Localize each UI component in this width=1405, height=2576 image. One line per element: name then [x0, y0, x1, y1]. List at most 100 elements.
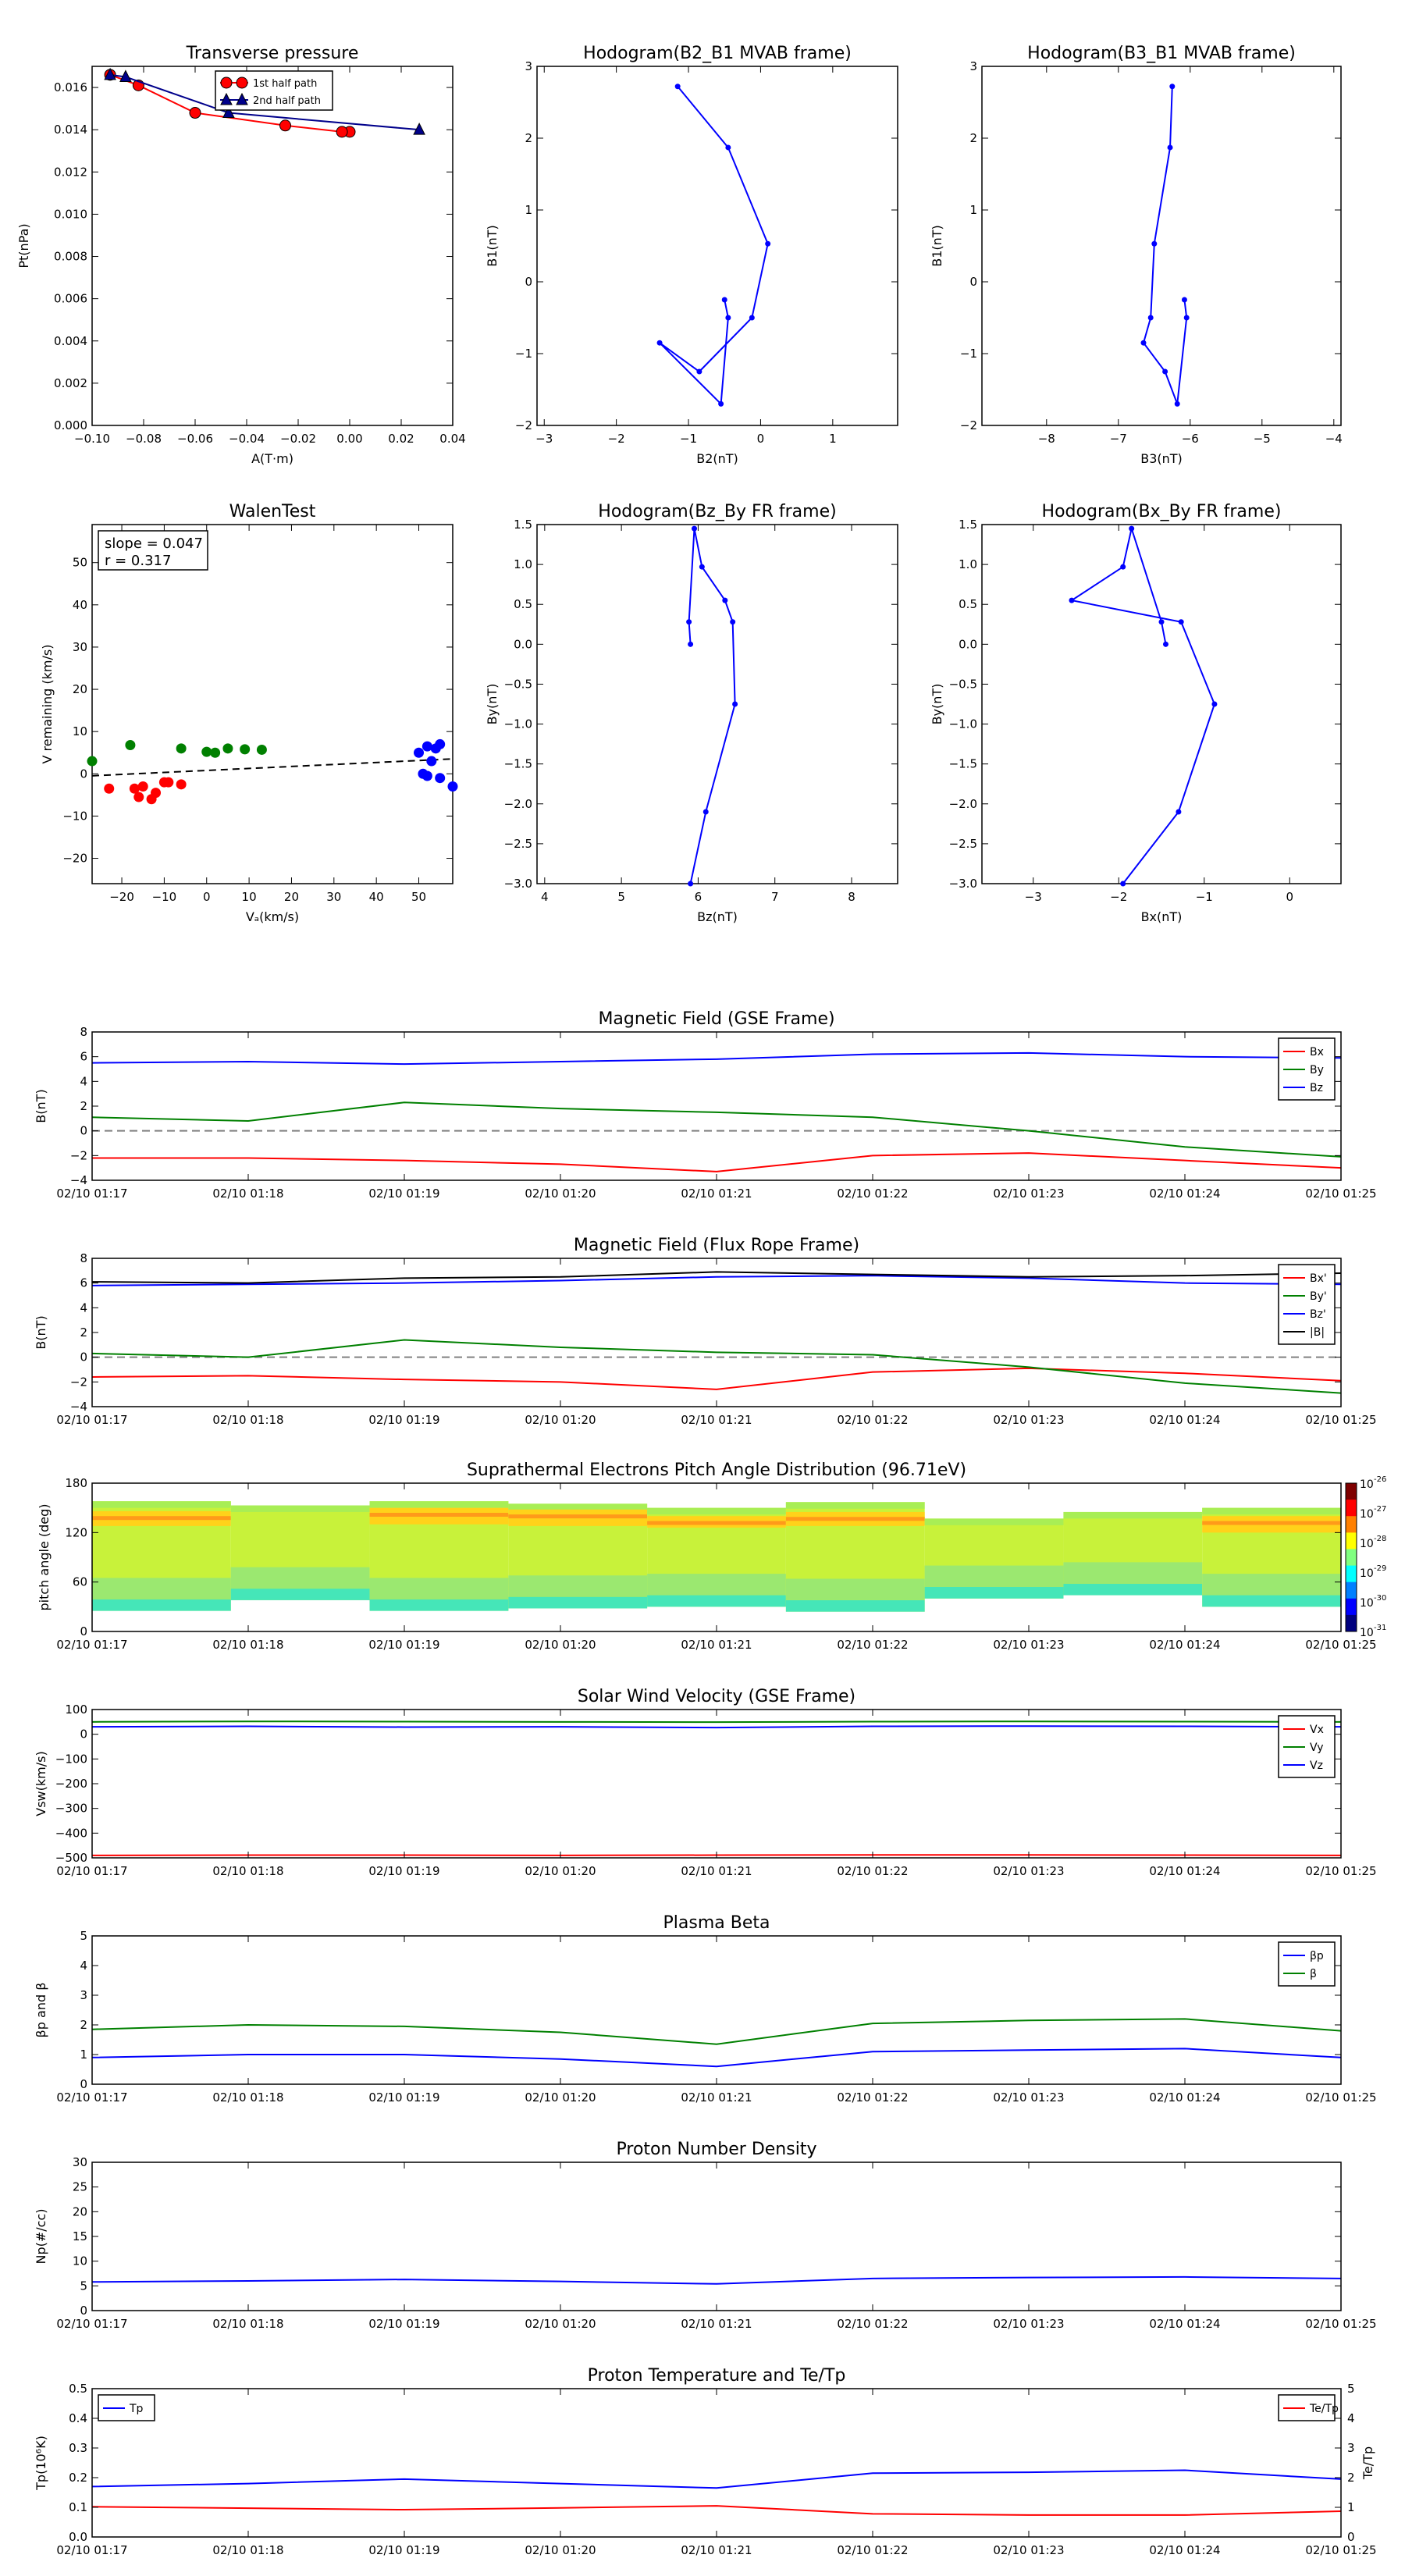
pitch-angle-ytick-label: 60: [73, 1575, 87, 1589]
pitch-angle-ytick-label: 0: [80, 1624, 87, 1638]
proton-density-xtick-label: 02/10 01:22: [837, 2317, 908, 2331]
magnetic-field-gse-ytick-label: 0: [80, 1124, 87, 1138]
proton-temperature-ytick-label-right: 3: [1347, 2441, 1355, 2455]
walen-test-point: [435, 773, 446, 784]
walen-test-point: [176, 779, 187, 790]
solar-wind-velocity-xtick-label: 02/10 01:17: [56, 1864, 127, 1878]
pitch-angle-cell: [1202, 1595, 1341, 1607]
proton-temperature-ytick-label-right: 0: [1347, 2530, 1355, 2544]
pitch-angle-colorbar-exponent: -27: [1374, 1505, 1386, 1514]
walen-test-point: [240, 744, 251, 755]
walen-test-annotation-line: slope = 0.047: [105, 535, 203, 552]
transverse-pressure-ytick-label: 0.006: [54, 292, 87, 306]
pitch-angle-colorbar-segment: [1346, 1598, 1357, 1616]
magnetic-field-gse-ytick-label: 2: [80, 1099, 87, 1113]
walen-test-point: [256, 744, 267, 755]
hodogram-bx-by-ytick-label: 0.5: [959, 597, 977, 611]
transverse-pressure-xtick-label: −0.02: [280, 432, 316, 446]
hodogram-b2-b1-ytick-label: −1: [515, 347, 532, 361]
plasma-beta-xtick-label: 02/10 01:21: [681, 2090, 752, 2105]
proton-density-xtick-label: 02/10 01:24: [1149, 2317, 1220, 2331]
hodogram-b3-b1-point: [1140, 340, 1147, 346]
magnetic-field-fr-xtick-label: 02/10 01:20: [525, 1413, 596, 1427]
plasma-beta-series-line: [91, 2048, 1342, 2068]
solar-wind-velocity-xtick-label: 02/10 01:22: [837, 1864, 908, 1878]
magnetic-field-fr-xtick-label: 02/10 01:21: [681, 1413, 752, 1427]
plasma-beta-title: Plasma Beta: [663, 1913, 770, 1933]
hodogram-b2-b1-point: [718, 400, 724, 407]
hodogram-b2-b1-ytick-label: 1: [525, 203, 532, 217]
transverse-pressure-series-line: [109, 73, 420, 131]
pitch-angle-colorbar-exponent: -28: [1374, 1535, 1386, 1543]
walen-test-point: [426, 756, 437, 767]
magnetic-field-fr-xtick-label: 02/10 01:17: [56, 1413, 127, 1427]
hodogram-b3-b1-title: Hodogram(B3_B1 MVAB frame): [1027, 44, 1296, 63]
transverse-pressure-point: [104, 67, 116, 80]
magnetic-field-fr-legend-label: |B|: [1310, 1326, 1325, 1339]
pitch-angle-xtick-label: 02/10 01:24: [1149, 1638, 1220, 1652]
hodogram-bz-by-ytick-label: 1.0: [514, 557, 532, 571]
plasma-beta-legend-label: β: [1310, 1968, 1317, 1980]
walen-test-point: [422, 770, 432, 781]
proton-temperature-legend-label: Te/Tp: [1309, 2403, 1339, 2415]
walen-test-point: [435, 738, 446, 749]
solar-wind-velocity-legend-label: Vy: [1310, 1742, 1324, 1754]
solar-wind-velocity-ytick-label: 100: [65, 1703, 87, 1717]
plasma-beta-xtick-label: 02/10 01:18: [212, 2090, 283, 2105]
magnetic-field-fr-ytick-label: −4: [70, 1400, 87, 1414]
solar-wind-velocity-xtick-label: 02/10 01:19: [368, 1864, 439, 1878]
pitch-angle-cell: [647, 1521, 786, 1525]
pitch-angle-colorbar-frame: [1345, 1482, 1357, 1632]
hodogram-bz-by-series-line: [688, 528, 736, 884]
hodogram-b3-b1-ytick-label: 2: [969, 131, 977, 145]
proton-temperature-ytick-label-right: 5: [1347, 2382, 1355, 2396]
walen-test-point: [129, 783, 140, 794]
pitch-angle-cell: [785, 1599, 925, 1612]
hodogram-b2-b1-point: [656, 340, 663, 346]
hodogram-b2-b1-point: [765, 240, 771, 247]
magnetic-field-fr-ytick-label: 0: [80, 1350, 87, 1364]
pitch-angle-cell: [785, 1502, 925, 1509]
hodogram-bz-by-ytick-label: 0.5: [514, 597, 532, 611]
solar-wind-velocity-title: Solar Wind Velocity (GSE Frame): [578, 1687, 855, 1706]
hodogram-bx-by-xtick-label: −3: [1025, 890, 1042, 904]
walen-test-point: [222, 743, 233, 754]
hodogram-bx-by-xlabel: Bx(nT): [1141, 909, 1183, 924]
pitch-angle-cell: [1063, 1511, 1203, 1519]
magnetic-field-fr-xtick-label: 02/10 01:19: [368, 1413, 439, 1427]
hodogram-bx-by-ytick-label: −1.0: [949, 717, 977, 731]
proton-density-ytick-label: 0: [80, 2304, 87, 2318]
walen-test-ytick-label: 50: [73, 556, 87, 570]
pitch-angle-colorbar-exponent: -29: [1374, 1564, 1386, 1573]
plasma-beta-legend-label: βp: [1310, 1950, 1324, 1962]
hodogram-bz-by-point: [722, 597, 728, 603]
hodogram-bx-by-frame: [981, 524, 1342, 884]
magnetic-field-fr-ytick-label: 2: [80, 1325, 87, 1340]
hodogram-bx-by-point: [1129, 525, 1135, 532]
solar-wind-velocity-series-line: [91, 1725, 1342, 1729]
proton-density-title: Proton Number Density: [617, 2140, 817, 2159]
magnetic-field-fr-xtick-label: 02/10 01:24: [1149, 1413, 1220, 1427]
proton-temperature-xtick-label: 02/10 01:23: [993, 2543, 1064, 2557]
pitch-angle-colorbar-segment: [1346, 1565, 1357, 1583]
plasma-beta-ytick-label: 5: [80, 1929, 87, 1943]
magnetic-field-gse-ytick-label: 8: [80, 1025, 87, 1039]
hodogram-b2-b1-ylabel: B1(nT): [485, 225, 500, 267]
walen-test-title: WalenTest: [229, 502, 316, 521]
hodogram-bz-by-point: [688, 881, 694, 887]
plasma-beta-ytick-label: 3: [80, 1988, 87, 2002]
pitch-angle-xtick-label: 02/10 01:22: [837, 1638, 908, 1652]
magnetic-field-gse-ytick-label: 6: [80, 1050, 87, 1064]
pitch-angle-cell: [924, 1518, 1064, 1525]
walen-test-point: [104, 783, 115, 794]
hodogram-bz-by-point: [702, 809, 709, 815]
hodogram-bx-by-point: [1069, 597, 1075, 603]
proton-temperature-ytick-label: 0.0: [69, 2530, 87, 2544]
proton-density-frame: [91, 2161, 1342, 2311]
walen-test-point: [137, 781, 148, 792]
magnetic-field-gse-xtick-label: 02/10 01:22: [837, 1187, 908, 1201]
walen-test-point: [414, 747, 425, 758]
hodogram-bz-by-xtick-label: 6: [695, 890, 702, 904]
magnetic-field-fr-legend-label: Bz': [1310, 1308, 1326, 1321]
